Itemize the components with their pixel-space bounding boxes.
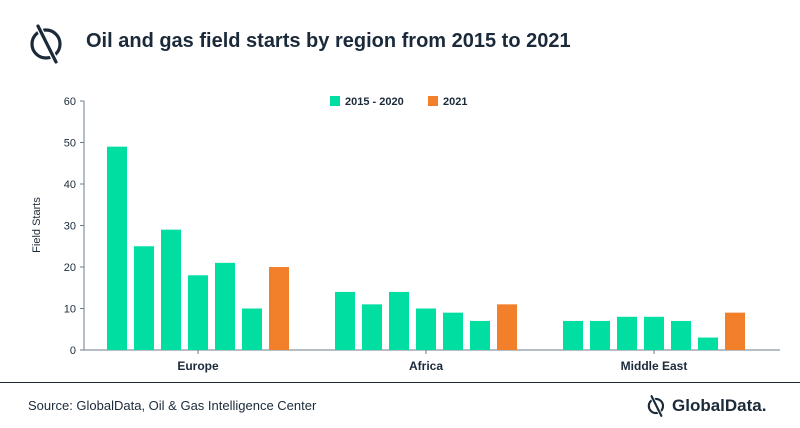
brand-logo: GlobalData. bbox=[646, 392, 776, 420]
bar-chart: 0 10 20 30 40 50 60 Field Starts Europe Africa Mid… bbox=[31, 96, 780, 373]
bar-2015-2020 bbox=[242, 308, 262, 350]
y-tick-label: 50 bbox=[64, 138, 76, 150]
chart-title: Oil and gas field starts by region from … bbox=[86, 30, 571, 52]
bar-2015-2020 bbox=[215, 262, 235, 350]
bar-2015-2020 bbox=[698, 337, 718, 350]
legend-swatch bbox=[330, 96, 340, 106]
bar-2015-2020 bbox=[335, 291, 355, 350]
y-tick-label: 60 bbox=[64, 96, 76, 108]
y-tick-label: 20 bbox=[64, 262, 76, 274]
bar-2015-2020 bbox=[188, 275, 208, 350]
legend-swatch bbox=[428, 96, 438, 106]
bar-2015-2020 bbox=[389, 291, 409, 350]
x-category-label: Africa bbox=[409, 359, 443, 373]
y-axis-title: Field Starts bbox=[31, 197, 43, 253]
y-tick-label: 10 bbox=[64, 304, 76, 316]
legend-label: 2021 bbox=[443, 96, 467, 108]
bar-2021 bbox=[497, 304, 517, 350]
bar-2015-2020 bbox=[416, 308, 436, 350]
bar-2015-2020 bbox=[161, 229, 181, 350]
bar-2015-2020 bbox=[563, 320, 583, 350]
bar-2015-2020 bbox=[590, 320, 610, 350]
x-category-label: Middle East bbox=[621, 359, 688, 373]
bar-2015-2020 bbox=[134, 246, 154, 350]
brand-name: GlobalData. bbox=[672, 396, 767, 415]
bar-2015-2020 bbox=[617, 316, 637, 350]
legend-label: 2015 - 2020 bbox=[345, 96, 404, 108]
bar-2015-2020 bbox=[671, 320, 691, 350]
brand-mark-icon bbox=[647, 395, 665, 417]
bar-2015-2020 bbox=[470, 320, 490, 350]
bar-2021 bbox=[269, 267, 289, 350]
bar-2015-2020 bbox=[362, 304, 382, 350]
bar-2015-2020 bbox=[443, 312, 463, 350]
bar-2015-2020 bbox=[644, 316, 664, 350]
source-note: Source: GlobalData, Oil & Gas Intelligen… bbox=[28, 398, 317, 413]
y-tick-label: 0 bbox=[70, 345, 76, 357]
y-tick-label: 40 bbox=[64, 179, 76, 191]
bar-2021 bbox=[725, 312, 745, 350]
footer-divider bbox=[0, 382, 800, 383]
y-tick-label: 30 bbox=[64, 221, 76, 233]
globaldata-logo-icon bbox=[30, 24, 62, 64]
x-category-label: Europe bbox=[177, 359, 219, 373]
bar-2015-2020 bbox=[107, 146, 127, 350]
